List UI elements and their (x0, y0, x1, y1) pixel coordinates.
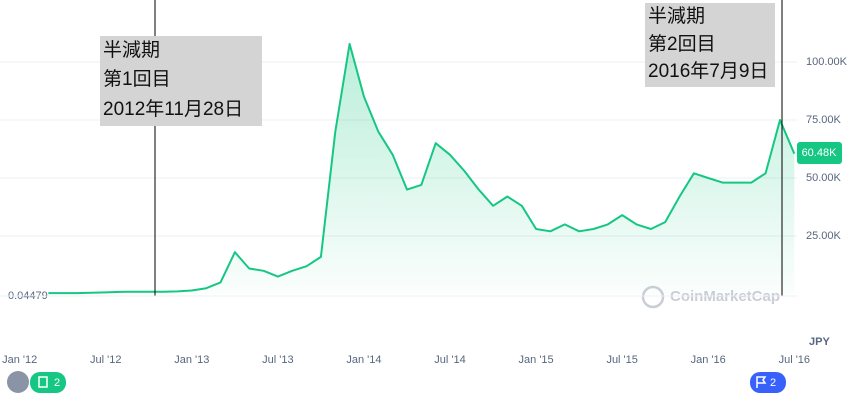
x-tick-label: Jul '13 (262, 354, 293, 366)
annotation: 半減期 第1回目 2012年11月28日 半減期 第2回目 2016年7月9日 (100, 3, 775, 126)
annotation-box (645, 3, 775, 87)
watermark-logo (641, 285, 665, 309)
y-tick-label: 75.00K (806, 114, 842, 126)
notes-icon (38, 376, 48, 388)
x-tick-label: Jan '13 (174, 354, 209, 366)
x-tick-label: Jul '16 (779, 354, 810, 366)
annotation-text: 2016年7月9日 (648, 60, 768, 82)
y-tick-label: 50.00K (806, 172, 842, 184)
y-tick-label: 100.00K (806, 56, 848, 68)
annotation-text: 半減期 (648, 5, 705, 27)
badge-count: 2 (54, 377, 60, 389)
x-tick-label: Jul '12 (90, 354, 121, 366)
annotation-text: 2012年11月28日 (103, 98, 243, 120)
notes-badge[interactable] (30, 372, 66, 393)
x-tick-label: Jan '15 (519, 354, 554, 366)
badge-count: 2 (770, 377, 776, 389)
annotation-text: 第2回目 (648, 33, 716, 55)
y-tick-label: 25.00K (806, 230, 842, 242)
flag-icon (756, 376, 767, 388)
x-tick-label: Jul '14 (434, 354, 465, 366)
x-tick-label: Jan '12 (2, 354, 37, 366)
price-label: 60.48K (802, 147, 838, 159)
annotation-text: 第1回目 (103, 68, 171, 90)
area (48, 43, 795, 295)
x-tick-label: Jan '16 (691, 354, 726, 366)
annotation-box (100, 36, 262, 126)
currency: JPY (809, 336, 830, 348)
events-badge[interactable] (750, 372, 786, 393)
x-tick-label: Jan '14 (346, 354, 381, 366)
x-tick-label: Jul '15 (606, 354, 637, 366)
price-line (48, 42, 796, 295)
history-button[interactable] (7, 371, 29, 393)
annotation-text: 半減期 (103, 39, 160, 61)
price-label-box (797, 142, 842, 164)
